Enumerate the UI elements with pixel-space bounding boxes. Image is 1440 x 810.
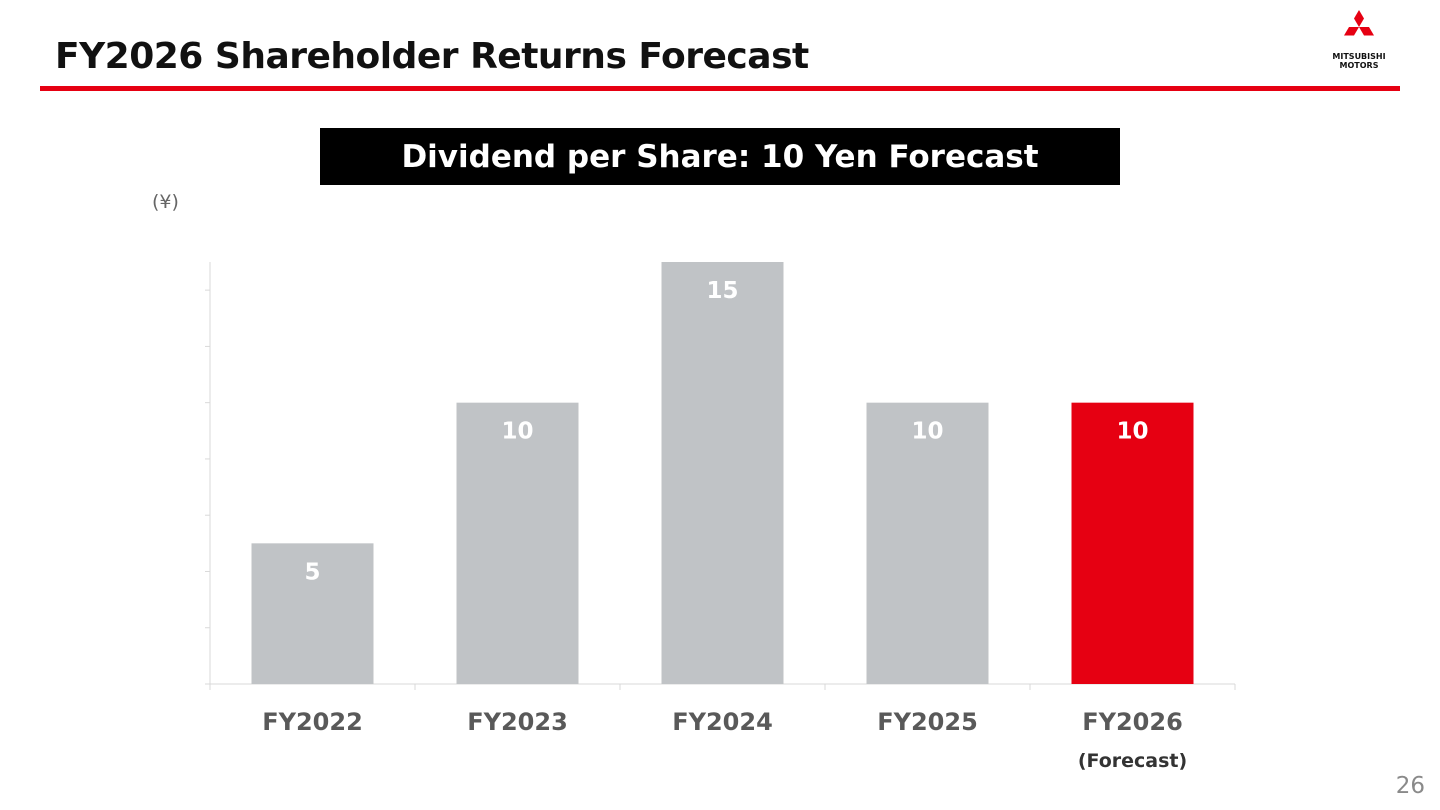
y-axis-unit-label: (¥) [152, 191, 179, 213]
logo-text: MITSUBISHI MOTORS [1326, 52, 1392, 70]
company-logo: MITSUBISHI MOTORS [1326, 10, 1392, 72]
page-number: 26 [1395, 773, 1425, 799]
data-label: 15 [706, 278, 738, 304]
data-label: 10 [911, 419, 943, 445]
logo-line-2: MOTORS [1339, 61, 1379, 70]
slide-title: FY2026 Shareholder Returns Forecast [55, 36, 809, 77]
bar-fy2025 [866, 402, 989, 684]
bar-fy2022 [251, 543, 374, 684]
x-tick-label: FY2026 [1082, 708, 1183, 736]
bar-fy2026 [1071, 402, 1194, 684]
x-tick-label: FY2022 [262, 708, 363, 736]
x-tick-label: FY2023 [467, 708, 568, 736]
data-label: 10 [501, 419, 533, 445]
data-label: 10 [1116, 419, 1148, 445]
x-tick-label: FY2024 [672, 708, 773, 736]
logo-line-1: MITSUBISHI [1332, 52, 1386, 61]
three-diamonds-icon [1344, 10, 1374, 36]
bar-fy2023 [456, 402, 579, 684]
dividend-banner: Dividend per Share: 10 Yen Forecast [320, 128, 1120, 185]
x-tick-sublabel: (Forecast) [1078, 750, 1187, 772]
data-label: 5 [304, 559, 320, 585]
bar-fy2024 [661, 262, 784, 684]
x-tick-label: FY2025 [877, 708, 978, 736]
title-underline [40, 86, 1400, 91]
